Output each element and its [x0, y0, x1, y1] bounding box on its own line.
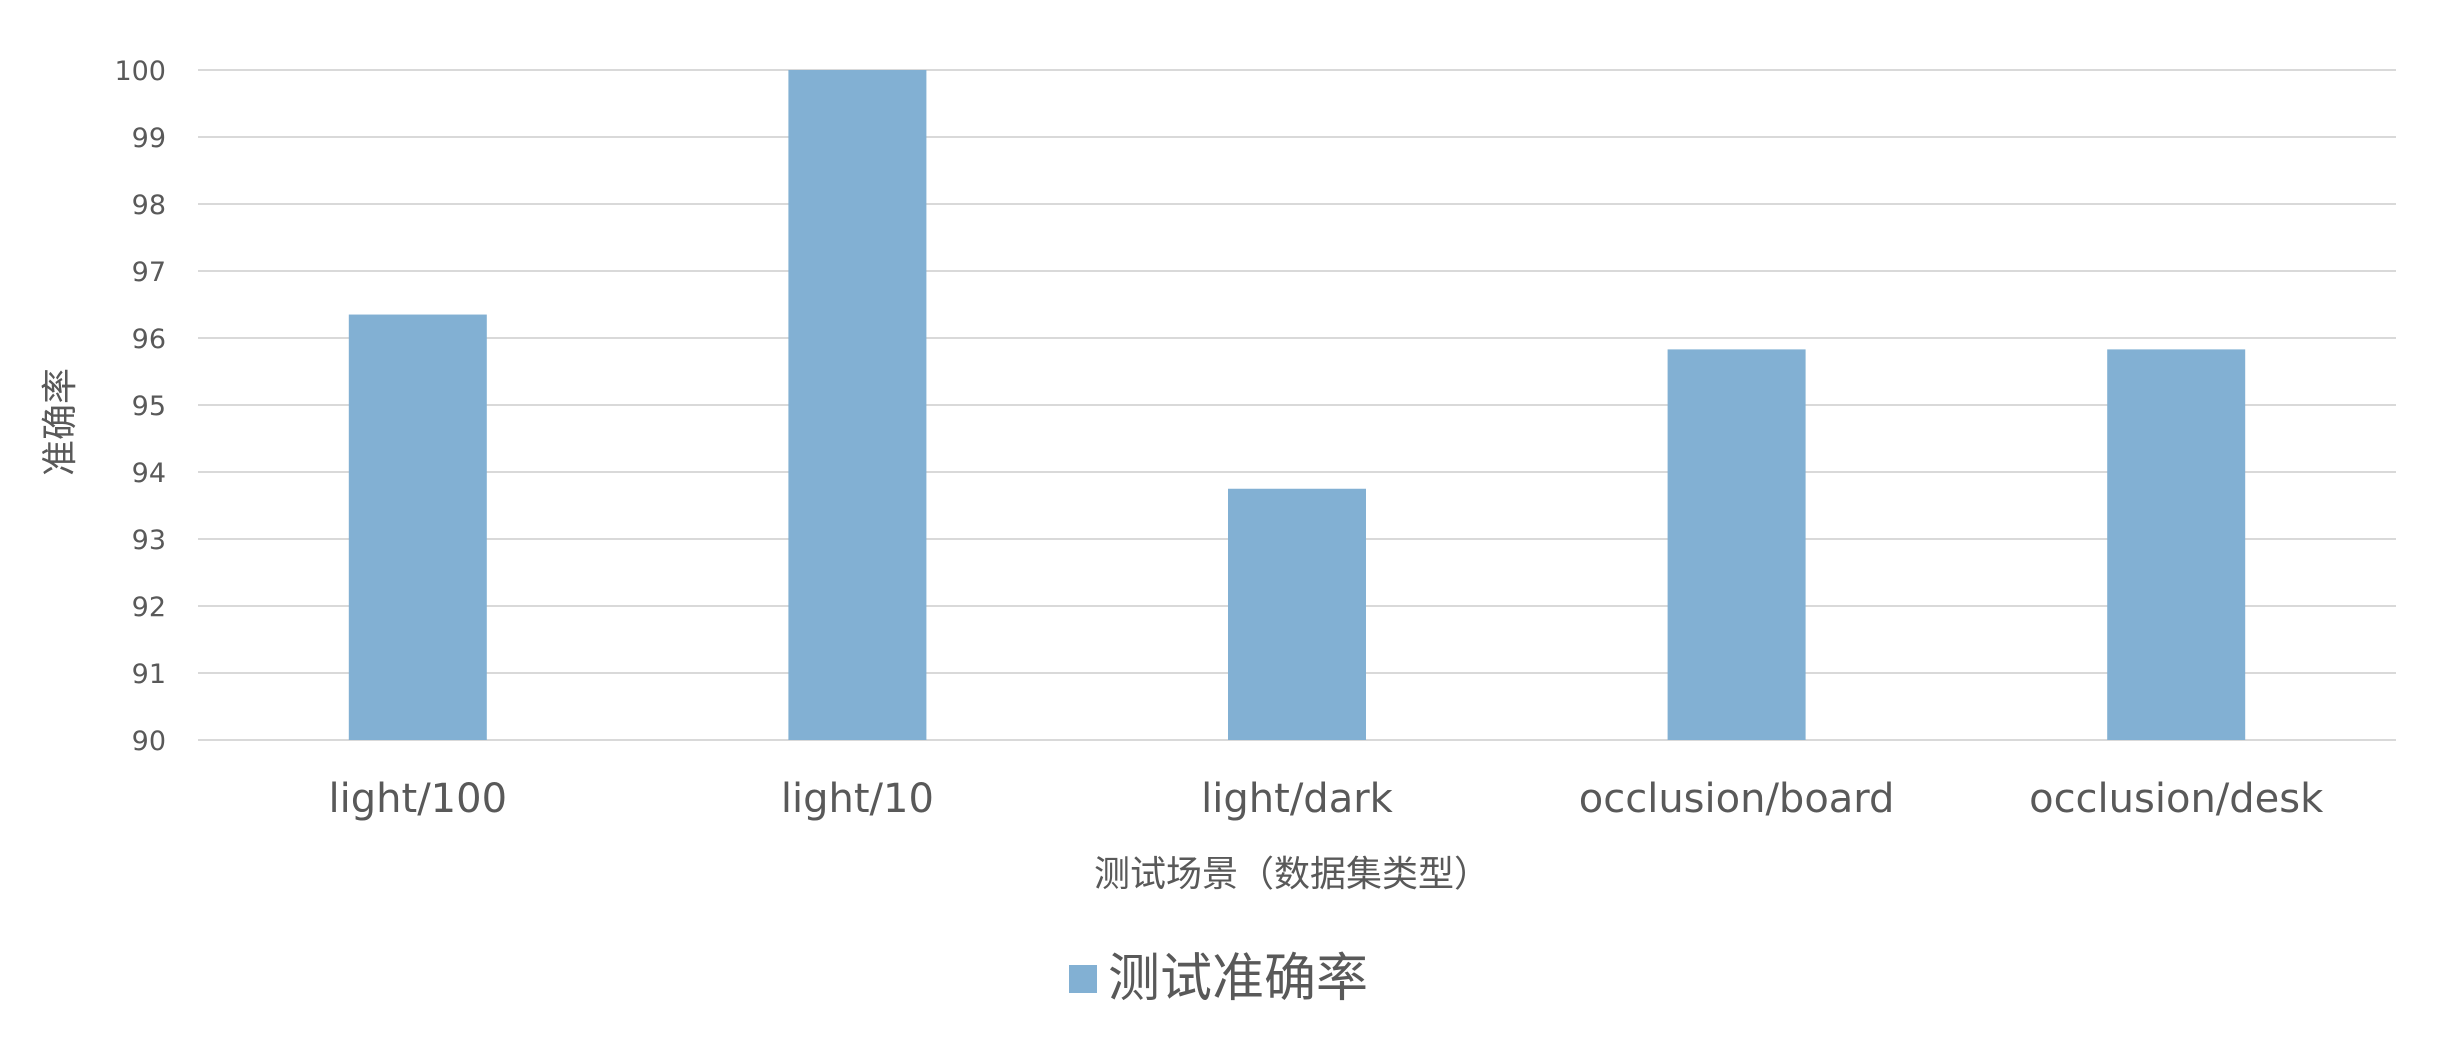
- y-tick-label: 91: [132, 659, 166, 690]
- y-tick-label: 90: [132, 726, 166, 757]
- legend: 测试准确率: [1069, 949, 1368, 1009]
- y-tick-label: 98: [132, 190, 166, 221]
- y-tick-label: 92: [132, 592, 166, 623]
- bar: [349, 315, 487, 740]
- bar: [2107, 349, 2245, 740]
- y-tick-label: 94: [132, 458, 166, 489]
- y-tick-label: 99: [132, 123, 166, 154]
- y-tick-label: 95: [132, 391, 166, 422]
- x-category-label: occlusion/desk: [2029, 776, 2324, 822]
- bar: [788, 70, 926, 740]
- y-tick-label: 96: [132, 324, 166, 355]
- y-tick-label: 97: [132, 257, 166, 288]
- legend-label: 测试准确率: [1108, 949, 1368, 1009]
- x-category-label: light/10: [781, 776, 934, 822]
- y-axis-title: 准确率: [40, 368, 81, 476]
- x-axis-title: 测试场景（数据集类型）: [1094, 854, 1490, 895]
- y-tick-label: 93: [132, 525, 166, 556]
- legend-swatch: [1069, 965, 1097, 993]
- y-tick-label: 100: [114, 56, 166, 87]
- bar: [1228, 489, 1366, 740]
- x-axis-categories: light/100 light/10 light/dark occlusion/boa…: [329, 776, 2325, 822]
- x-category-label: light/dark: [1201, 776, 1393, 822]
- y-axis-ticks: 90 91 92 93 94 95 96 97 98 99 100: [114, 56, 166, 757]
- x-category-label: occlusion/board: [1579, 776, 1895, 822]
- x-category-label: light/100: [329, 776, 507, 822]
- bar: [1668, 349, 1806, 740]
